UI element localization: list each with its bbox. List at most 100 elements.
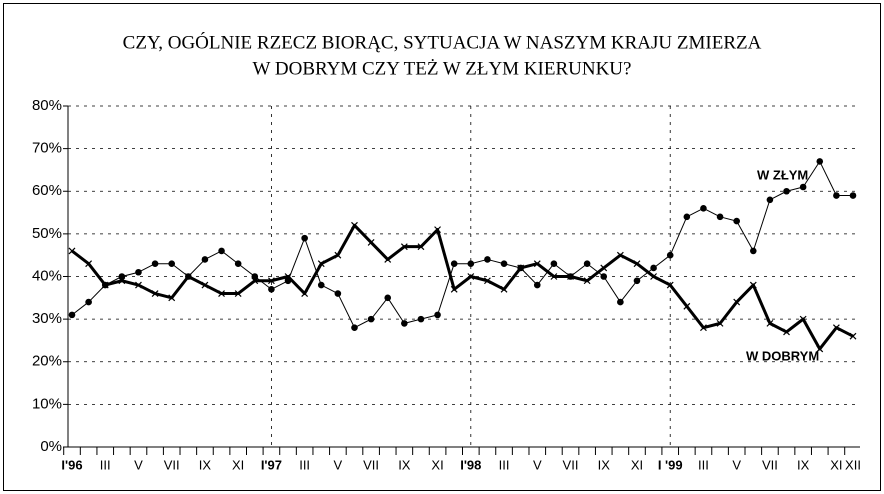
marker [799,183,807,191]
marker [650,273,658,280]
marker [517,264,525,272]
marker [550,273,558,280]
marker [68,311,76,319]
x-tick-label: XI [830,457,842,472]
marker [816,345,824,353]
y-tick-label: 10% [32,395,62,412]
marker [434,311,441,319]
marker [583,277,591,285]
marker [218,290,225,297]
marker [417,315,425,323]
marker [616,251,624,259]
chart-title: W DOBRYM CZY TEŻ W ZŁYM KIERUNKU? [253,58,632,79]
marker [251,273,259,280]
x-tick-label: I'98 [460,457,481,472]
marker [151,260,159,268]
y-tick-label: 80% [32,97,62,114]
marker [467,260,475,268]
x-tick-label: IX [398,457,411,472]
marker [550,260,558,268]
marker [151,290,159,297]
y-tick-label: 0% [40,438,62,455]
marker [500,285,508,293]
marker [799,315,807,323]
marker [267,277,275,285]
y-tick-label: 20% [32,353,62,370]
marker [284,273,292,280]
marker [268,285,275,293]
x-tick-label: IX [598,457,611,472]
marker [85,298,92,306]
marker [201,281,209,289]
marker [783,187,790,195]
x-tick-label: III [299,457,310,472]
marker [450,285,458,293]
x-tick-label: V [334,457,343,472]
marker [118,273,126,280]
marker [583,260,591,268]
marker [317,281,325,289]
marker [849,192,857,199]
x-tick-label: IX [797,457,810,472]
x-tick-label: V [732,457,741,472]
marker [68,247,76,255]
marker [650,264,657,272]
marker [101,281,109,289]
marker [533,281,541,289]
marker [351,324,358,331]
marker [617,298,624,306]
marker [168,260,176,268]
marker [450,260,458,268]
marker [783,328,790,336]
chart-title: CZY, OGÓLNIE RZECZ BIORĄC, SYTUACJA W NA… [123,31,762,53]
marker [766,319,774,327]
marker [234,260,242,268]
x-tick-label: III [698,457,709,472]
marker [749,281,757,289]
x-tick-label: III [100,457,111,472]
marker [401,320,408,327]
x-tick-label: VII [164,457,180,472]
marker [484,256,491,263]
marker [833,192,840,199]
marker [600,264,608,272]
marker [716,213,724,221]
x-tick-label: IX [199,457,212,472]
marker [317,260,325,268]
y-tick-label: 50% [32,225,62,242]
marker [816,158,824,165]
marker [334,251,342,259]
marker [384,256,392,263]
marker [168,294,176,302]
marker [367,238,375,246]
marker [135,268,142,276]
marker [633,277,641,285]
marker [135,281,142,289]
marker [633,260,641,268]
marker [683,213,691,221]
marker [766,196,774,204]
marker [467,273,475,280]
marker [849,332,857,340]
x-tick-label: I'96 [61,457,82,472]
x-tick-label: V [134,457,143,472]
series-line [71,223,854,351]
x-tick-label: I '99 [658,457,683,472]
x-tick-label: XI [232,457,244,472]
marker [218,247,225,255]
marker [417,243,425,251]
x-tick-label: V [533,457,542,472]
y-tick-label: 70% [32,140,62,157]
marker [367,315,375,323]
marker [301,234,308,242]
marker [600,273,608,280]
x-tick-label: XI [431,457,443,472]
marker [733,217,740,225]
x-tick-label: III [499,457,510,472]
marker [666,281,674,289]
marker [484,277,491,285]
marker [500,260,508,268]
marker [184,273,192,280]
marker [434,226,441,234]
